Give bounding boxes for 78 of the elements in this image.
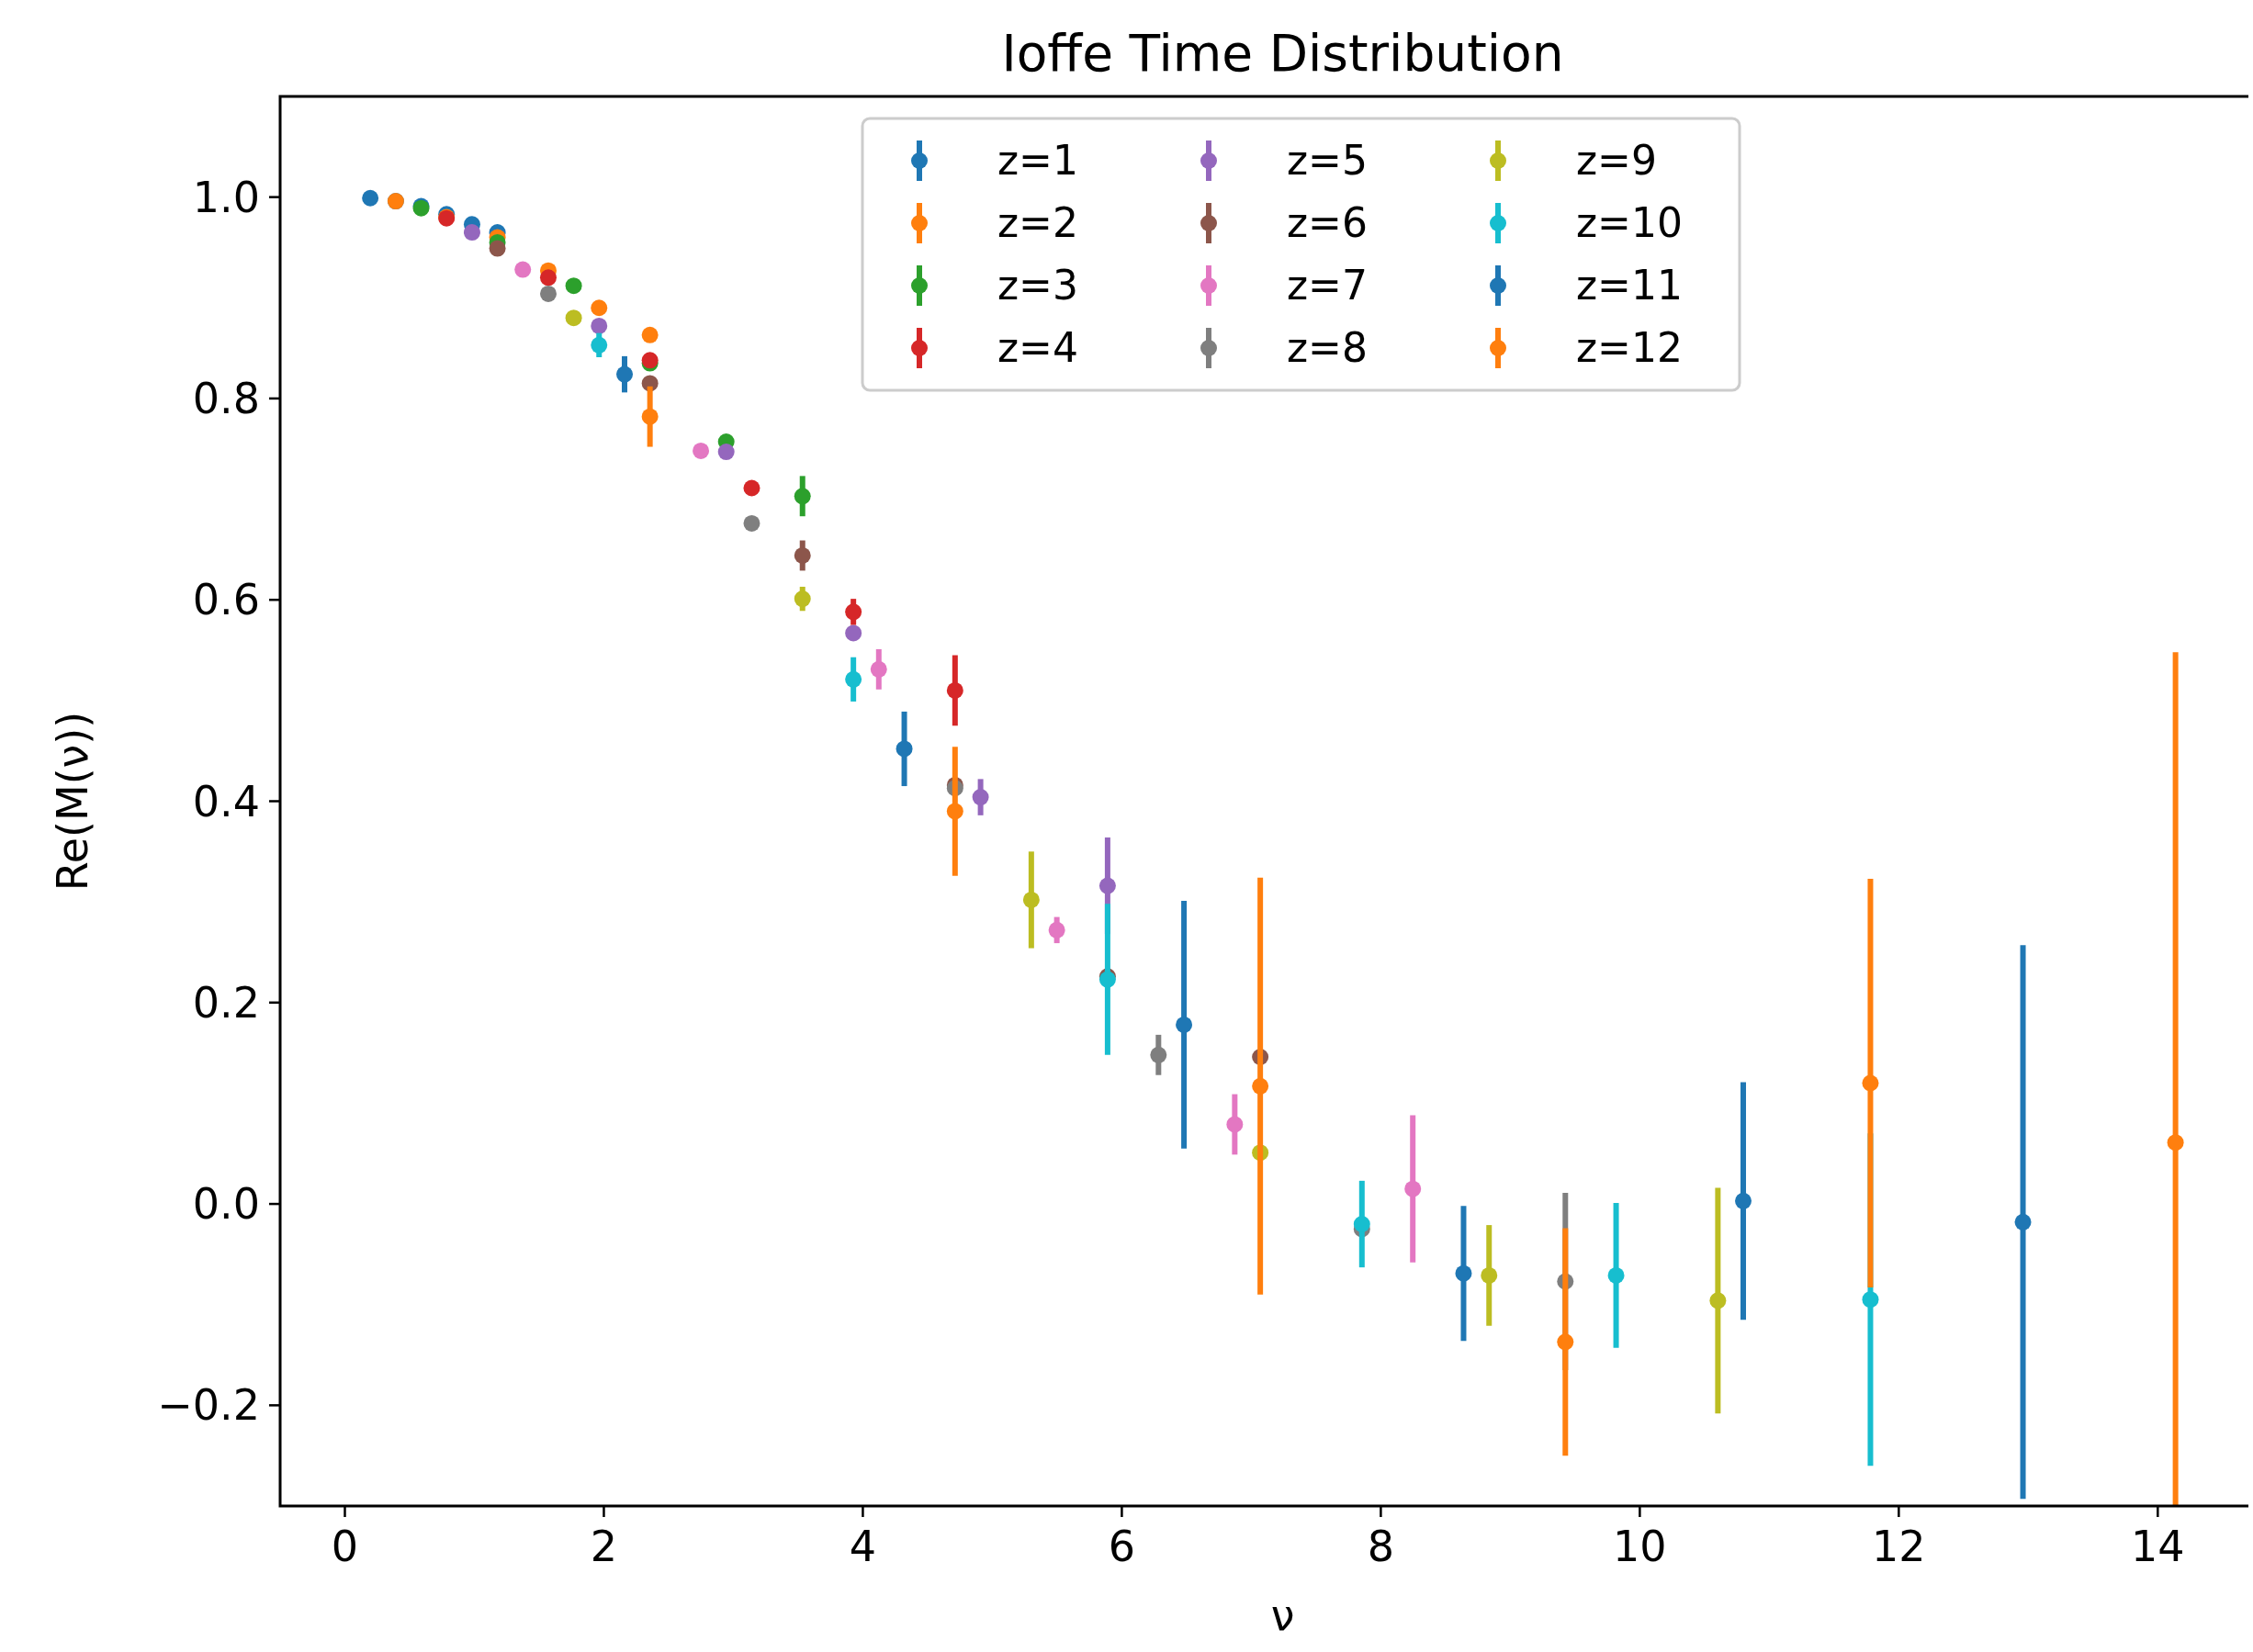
point (1607, 1266, 1625, 1284)
point (946, 681, 963, 699)
point (1862, 1291, 1879, 1309)
x-tick-label: 8 (1367, 1522, 1395, 1571)
x-tick-label: 4 (849, 1522, 877, 1571)
legend-label: z=6 (1287, 199, 1368, 247)
y-tick-label: 0.0 (192, 1179, 260, 1230)
point (845, 670, 862, 688)
point (641, 408, 659, 425)
x-tick-label: 14 (2131, 1522, 2185, 1571)
point (794, 488, 811, 505)
point (1098, 877, 1116, 894)
point (1455, 1264, 1472, 1282)
point (2014, 1213, 2032, 1231)
point (591, 336, 608, 354)
legend-label: z=11 (1576, 262, 1683, 309)
x-tick-label: 6 (1108, 1522, 1136, 1571)
point (1022, 891, 1040, 908)
x-tick-label: 0 (331, 1522, 359, 1571)
point (1709, 1292, 1727, 1309)
point (743, 514, 760, 532)
point (514, 261, 532, 278)
legend-label: z=3 (997, 262, 1078, 309)
y-tick-label: 0.6 (192, 575, 260, 625)
point (616, 365, 634, 383)
point (1404, 1180, 1422, 1197)
legend-label: z=10 (1576, 199, 1683, 247)
y-tick-label: −0.2 (157, 1380, 260, 1431)
point (1557, 1333, 1574, 1351)
x-axis-title: ν (1270, 1590, 1295, 1640)
legend-label: z=1 (997, 137, 1078, 185)
point (1252, 1077, 1269, 1095)
point (1735, 1192, 1752, 1209)
y-tick-label: 0.8 (192, 374, 260, 424)
y-axis-title: Re(M(ν)) (48, 711, 97, 892)
y-tick-label: 1.0 (192, 172, 260, 222)
legend-label: z=2 (997, 199, 1078, 247)
point (870, 660, 887, 678)
point (794, 546, 811, 564)
y-tick-label: 0.4 (192, 776, 260, 826)
point (591, 318, 608, 334)
point (1048, 921, 1065, 938)
x-tick-label: 12 (1872, 1522, 1926, 1571)
point (717, 444, 735, 461)
point (1226, 1116, 1244, 1133)
point (565, 277, 582, 295)
point (1353, 1216, 1370, 1232)
point (2167, 1134, 2184, 1152)
point (539, 285, 557, 302)
point (463, 224, 480, 241)
point (539, 269, 557, 287)
legend-label: z=8 (1287, 324, 1368, 372)
point (794, 590, 811, 608)
y-tick-label: 0.2 (192, 977, 260, 1028)
x-tick-label: 10 (1613, 1522, 1667, 1571)
point (845, 624, 862, 642)
legend-label: z=12 (1576, 324, 1683, 372)
point (1176, 1016, 1193, 1033)
point (1481, 1266, 1498, 1284)
point (743, 479, 760, 497)
point (693, 442, 710, 459)
legend-label: z=4 (997, 324, 1078, 372)
point (591, 299, 608, 317)
point (565, 309, 582, 327)
point (972, 789, 989, 806)
legend-label: z=7 (1287, 262, 1368, 309)
x-tick-label: 2 (590, 1522, 618, 1571)
point (489, 240, 506, 257)
point (1862, 1074, 1879, 1092)
chart-title: Ioffe Time Distribution (1001, 24, 1564, 83)
point (1150, 1046, 1167, 1063)
legend-label: z=5 (1287, 137, 1368, 185)
point (946, 803, 963, 820)
point (362, 189, 379, 207)
point (896, 740, 913, 758)
legend-label: z=9 (1576, 137, 1657, 185)
point (641, 326, 659, 343)
point (845, 603, 862, 621)
